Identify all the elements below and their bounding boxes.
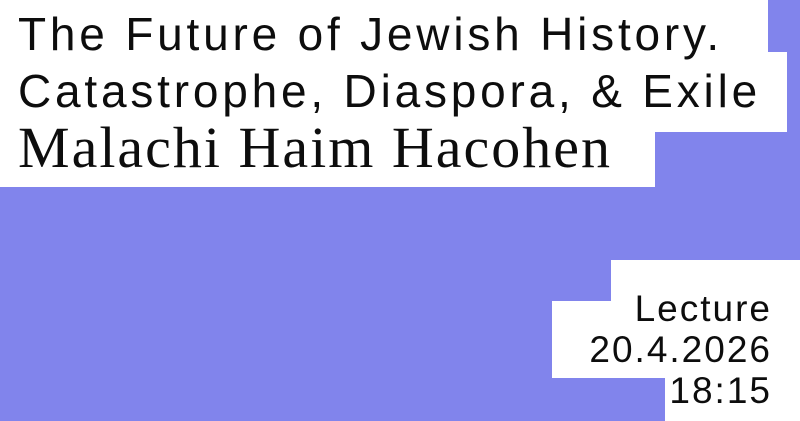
event-type-label: Lecture — [634, 288, 772, 329]
info-panel-step-3 — [665, 378, 800, 421]
event-date: 20.4.2026 — [589, 329, 772, 370]
event-title-line-1: The Future of Jewish History. — [18, 8, 723, 60]
event-details: Lecture 20.4.2026 18:15 — [589, 288, 772, 411]
speaker-name: Malachi Haim Hacohen — [18, 115, 613, 180]
info-panel-step-2 — [552, 301, 800, 378]
title-panel-step-3 — [0, 132, 655, 187]
event-time: 18:15 — [669, 370, 772, 411]
event-title: The Future of Jewish History. Catastroph… — [18, 6, 761, 120]
title-panel-step-2 — [0, 52, 787, 132]
title-panel-step-1 — [0, 0, 768, 52]
event-title-line-2: Catastrophe, Diaspora, & Exile — [18, 65, 761, 117]
info-panel-step-1 — [611, 260, 800, 302]
